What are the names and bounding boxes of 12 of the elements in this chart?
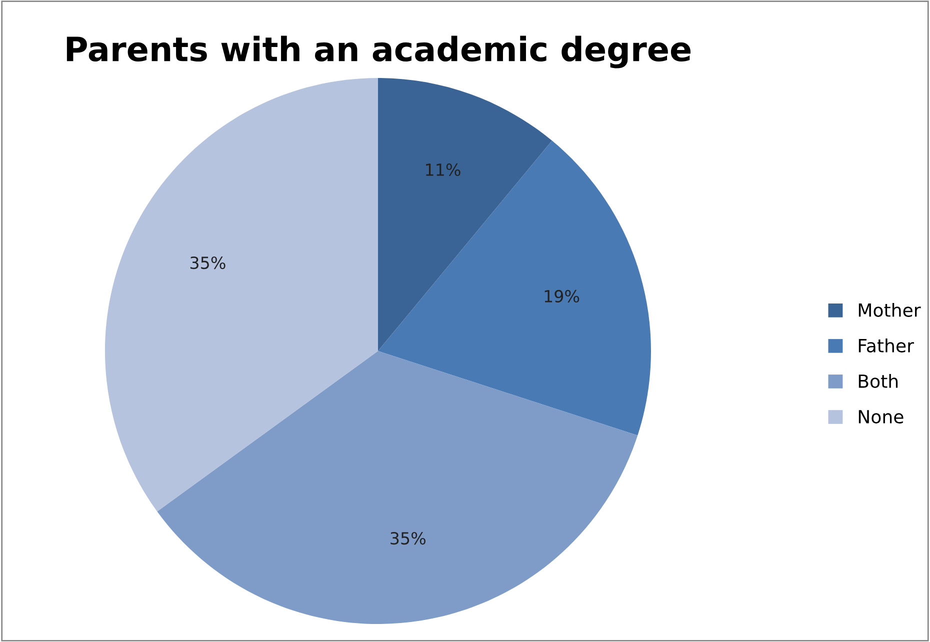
pie-slice xyxy=(105,78,378,512)
data-label: 35% xyxy=(390,532,426,545)
pie-slice xyxy=(378,140,651,436)
chart-title: Parents with an academic degree xyxy=(66,36,691,68)
data-label: 35% xyxy=(190,256,226,270)
legend-label: Both xyxy=(858,374,898,388)
data-label: 11% xyxy=(426,163,460,176)
legend-label: None xyxy=(858,410,904,424)
legend-label: Father xyxy=(858,338,914,352)
pie-slice xyxy=(157,351,638,624)
legend-label: Mother xyxy=(858,302,921,317)
data-label: 19% xyxy=(544,290,580,303)
